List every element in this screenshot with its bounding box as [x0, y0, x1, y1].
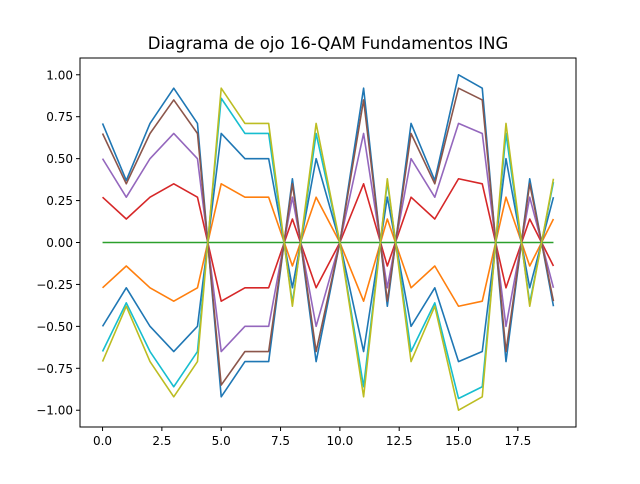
y-tick-label: −0.25 — [36, 278, 73, 292]
series-layer — [101, 73, 555, 412]
x-tick-label: 7.5 — [271, 434, 290, 448]
y-tick-label: −0.75 — [36, 362, 73, 376]
x-tick-label: 5.0 — [212, 434, 231, 448]
x-tick-label: 0.0 — [93, 434, 112, 448]
x-tick-label: 15.0 — [445, 434, 472, 448]
x-tick-label: 17.5 — [504, 434, 531, 448]
series-line-1 — [101, 73, 555, 398]
y-tick-label: 0.00 — [46, 236, 73, 250]
y-tick-label: 0.25 — [46, 194, 73, 208]
x-tick-label: 2.5 — [152, 434, 171, 448]
x-tick-label: 12.5 — [386, 434, 413, 448]
plot-area — [79, 57, 577, 428]
x-axis: 0.0 2.5 5.0 7.5 10.0 12.5 15.0 17.5 — [93, 427, 531, 448]
y-tick-label: −0.50 — [36, 320, 73, 334]
y-tick-label: 0.75 — [46, 110, 73, 124]
y-tick-label: −1.00 — [36, 404, 73, 418]
y-tick-label: 0.50 — [46, 152, 73, 166]
series-line-6 — [101, 87, 555, 386]
series-line-9 — [101, 87, 555, 412]
series-line-2 — [102, 183, 555, 308]
x-tick-label: 10.0 — [327, 434, 354, 448]
chart-title: Diagrama de ojo 16-QAM Fundamentos ING — [148, 34, 509, 53]
series-line-8 — [101, 97, 555, 400]
series-line-4 — [102, 177, 555, 303]
y-axis: −1.00 −0.75 −0.50 −0.25 0.00 0.25 0.50 0.75 1.00 — [36, 68, 80, 418]
series-line-5 — [101, 122, 555, 353]
series-line-7 — [101, 132, 555, 363]
y-tick-label: 1.00 — [46, 68, 73, 82]
